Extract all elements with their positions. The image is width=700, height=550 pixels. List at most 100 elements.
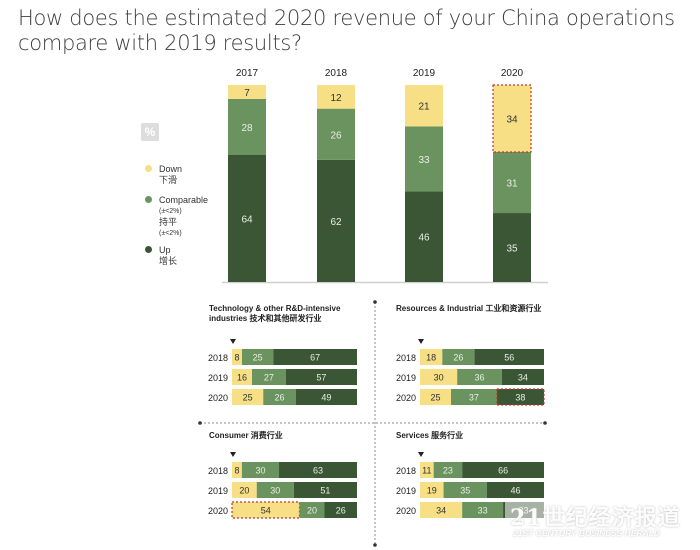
legend-down-swatch: [145, 165, 152, 172]
data-label-2020-up: 35: [506, 244, 518, 255]
bar-segment-2019-up: [405, 191, 443, 282]
bar-segment-resources-2018-comparable: [442, 349, 475, 365]
bar-segment-services-2020-down: [420, 502, 463, 518]
panel-marker-consumer: [230, 452, 236, 457]
data-label-resources-2018-comparable: 26: [453, 353, 463, 363]
bar-segment-2017-comparable: [228, 98, 266, 155]
data-label-services-2019-comparable: 35: [460, 486, 470, 496]
watermark-subtitle: 21ST CENTURY BUSINESS HERALD: [513, 528, 661, 538]
data-label-consumer-2019-up: 51: [320, 486, 330, 496]
bar-segment-services-2019-down: [420, 482, 444, 498]
data-label-services-2019-up: 46: [510, 486, 520, 496]
bar-segment-technology-2018-down: [232, 349, 242, 365]
legend-up-label: Up: [159, 245, 171, 255]
data-label-technology-2020-up: 49: [321, 393, 331, 403]
bar-segment-2017-up: [228, 154, 266, 282]
legend-comparable-label-cn: 持平: [159, 217, 178, 227]
watermark-logo: 21世纪经济报道: [510, 505, 681, 531]
bar-segment-services-2018-comparable: [433, 462, 463, 478]
legend-up-label-cn: 增长: [159, 256, 178, 266]
data-label-2019-up: 46: [418, 233, 430, 244]
bar-segment-technology-2019-comparable: [252, 369, 286, 385]
bar-segment-2018-up: [317, 159, 355, 282]
data-label-consumer-2019-down: 20: [239, 486, 249, 496]
bar-segment-consumer-2018-comparable: [241, 462, 280, 478]
row-label-consumer-2018: 2018: [208, 466, 228, 476]
bar-segment-services-2020-comparable: [462, 502, 504, 518]
bar-segment-services-2019-up: [486, 482, 544, 498]
bar-segment-resources-2018-up: [474, 349, 544, 365]
panel-title-technology: Technology & other R&D-intensive industr…: [209, 304, 341, 323]
bar-segment-2018-comparable: [317, 108, 355, 160]
data-label-resources-2019-down: 30: [434, 373, 444, 383]
data-label-technology-2019-up: 57: [316, 373, 326, 383]
data-label-technology-2018-down: 8: [234, 353, 239, 363]
row-label-consumer-2019: 2019: [208, 486, 228, 496]
data-label-2019-down: 21: [418, 102, 430, 113]
bar-segment-services-2018-down: [420, 462, 434, 478]
data-label-resources-2019-comparable: 36: [475, 373, 485, 383]
x-tick-2019: 2019: [413, 68, 436, 79]
data-label-technology-2018-up: 67: [310, 353, 320, 363]
row-label-resources-2018: 2018: [396, 353, 416, 363]
data-label-resources-2020-up: 38: [515, 393, 525, 403]
data-label-consumer-2019-comparable: 30: [270, 486, 280, 496]
data-label-services-2018-up: 66: [498, 466, 508, 476]
legend-down: Down 下滑: [159, 164, 182, 186]
row-label-services-2019: 2019: [396, 486, 416, 496]
legend-down-label-cn: 下滑: [159, 175, 178, 185]
data-label-resources-2019-up: 34: [518, 373, 528, 383]
bar-segment-resources-2019-comparable: [457, 369, 502, 385]
data-label-2017-comparable: 28: [241, 123, 253, 134]
legend-down-label: Down: [159, 164, 183, 174]
bar-segment-resources-2019-down: [420, 369, 458, 385]
divider-endpoint-bottom: [373, 543, 377, 547]
row-label-services-2018: 2018: [396, 466, 416, 476]
data-label-services-2018-down: 11: [422, 466, 431, 476]
data-label-technology-2018-comparable: 25: [253, 353, 263, 363]
bar-segment-technology-2019-up: [285, 369, 357, 385]
data-label-resources-2018-up: 56: [504, 353, 514, 363]
divider-endpoint-left: [198, 421, 202, 425]
bar-segment-consumer-2020-comparable: [299, 502, 325, 518]
bar-segment-consumer-2020-down: [231, 501, 301, 519]
watermark-backdrop: [505, 500, 685, 545]
bar-segment-consumer-2019-down: [232, 482, 257, 498]
bar-segment-2018-down: [317, 85, 355, 109]
panel-title-services: Services 服务行业: [396, 431, 464, 440]
data-label-consumer-2018-comparable: 30: [255, 466, 265, 476]
divider-endpoint-right: [543, 421, 547, 425]
bar-segment-resources-2018-down: [420, 349, 443, 365]
bar-segment-resources-2020-up: [496, 388, 545, 406]
data-label-2018-comparable: 26: [330, 130, 342, 141]
data-label-2020-comparable: 31: [506, 179, 518, 190]
data-label-consumer-2018-down: 8: [234, 466, 239, 476]
divider-endpoint-top: [373, 300, 377, 304]
data-label-services-2020-comparable: 33: [478, 506, 488, 516]
legend-comparable-label: Comparable: [159, 195, 209, 205]
bar-segment-2017-down: [228, 85, 266, 99]
bar-segment-resources-2019-up: [501, 369, 544, 385]
bar-segment-consumer-2019-comparable: [256, 482, 294, 498]
bar-segment-consumer-2018-down: [232, 462, 242, 478]
data-label-technology-2019-comparable: 27: [264, 373, 274, 383]
data-label-2019-comparable: 33: [418, 155, 430, 166]
percent-unit-badge: %: [141, 123, 159, 141]
legend-up: Up 增长: [159, 245, 177, 267]
panel-title-resources: Resources & Industrial 工业和资源行业: [396, 304, 542, 313]
data-label-2017-down: 7: [244, 88, 250, 99]
row-label-resources-2020: 2020: [396, 393, 416, 403]
legend-up-swatch: [145, 246, 152, 253]
data-label-2017-up: 64: [241, 214, 253, 225]
panel-marker-technology: [230, 339, 236, 344]
bar-segment-services-2019-comparable: [443, 482, 487, 498]
bar-segment-2019-down: [405, 85, 443, 127]
row-label-technology-2019: 2019: [208, 373, 228, 383]
data-label-2018-down: 12: [330, 93, 342, 104]
data-label-consumer-2020-up: 26: [336, 506, 346, 516]
bar-segment-technology-2020-down: [232, 389, 264, 405]
data-label-services-2019-down: 19: [427, 486, 437, 496]
bar-segment-2020-comparable: [493, 151, 531, 214]
bar-segment-technology-2018-up: [273, 349, 357, 365]
